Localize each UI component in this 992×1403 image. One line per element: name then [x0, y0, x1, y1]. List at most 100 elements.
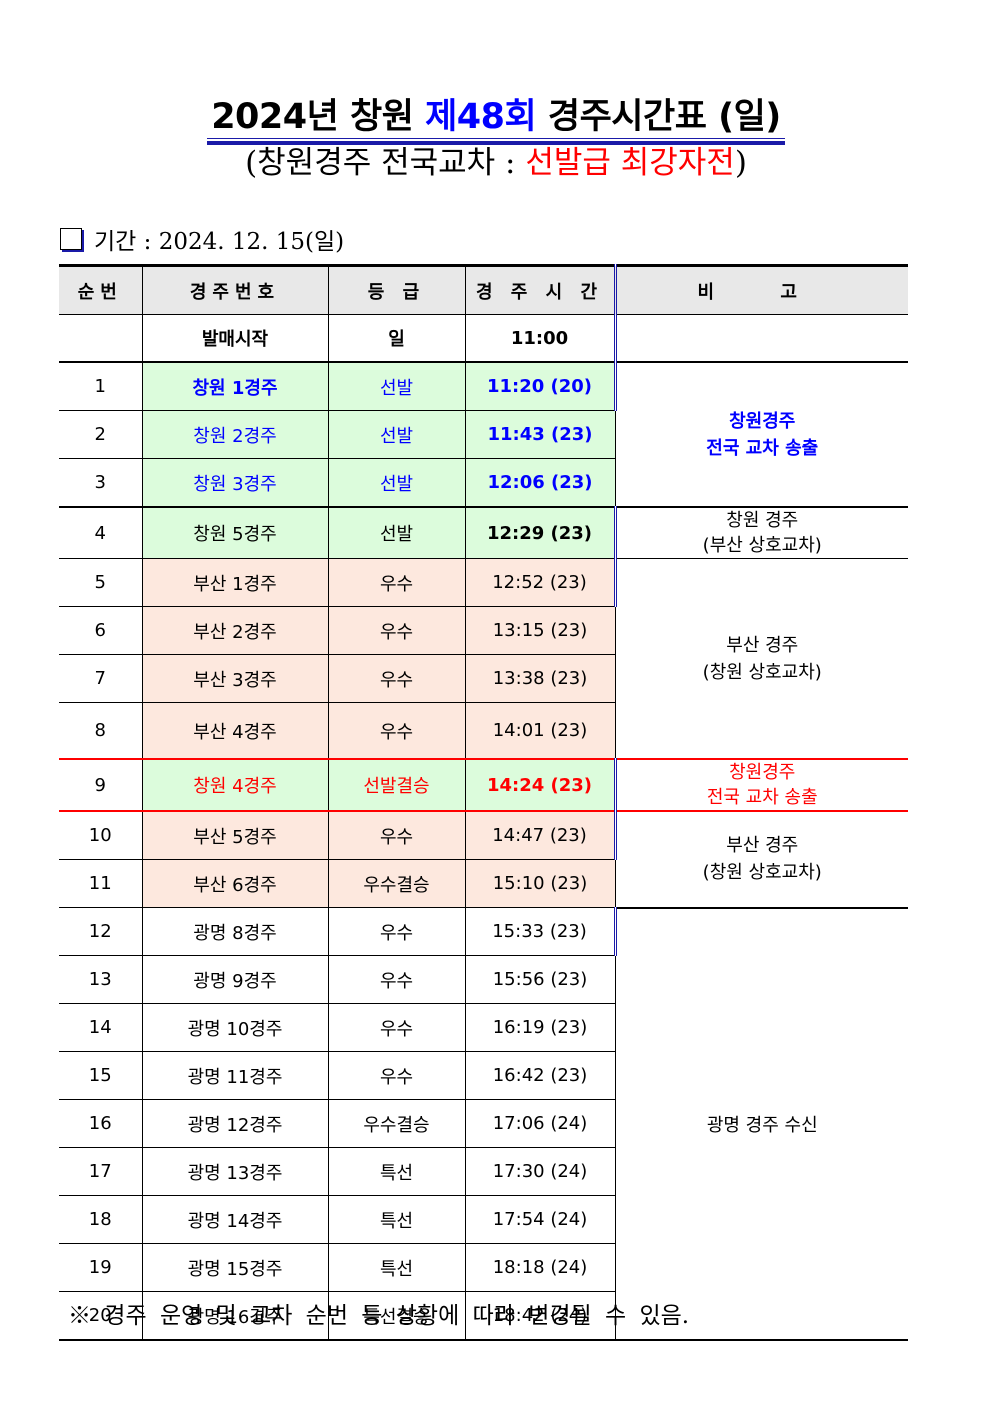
row-grade: 우수	[327, 606, 466, 655]
subtitle-part-1: (창원경주 전국교차 :	[245, 145, 526, 181]
row-no: 5	[59, 558, 143, 607]
row-race: 부산 4경주	[141, 702, 329, 760]
header-no: 순번	[59, 264, 143, 315]
row-time: 13:15 (23)	[464, 606, 615, 655]
row-grade: 선발	[327, 458, 466, 508]
row-race: 광명 13경주	[141, 1147, 329, 1196]
row-grade: 선발	[327, 362, 466, 411]
subtitle-part-3: )	[734, 145, 747, 181]
table-row: 4 창원 5경주 선발 12:29 (23) 창원 경주 (부산 상호교차)	[59, 506, 908, 559]
row-grade: 우수	[327, 1003, 466, 1052]
row-no: 6	[59, 606, 143, 655]
sale-start-row: 발매시작 일 11:00	[59, 314, 908, 363]
title-part-3: 경주시간표 (일)	[536, 97, 781, 137]
period-line: 기간 : 2024. 12. 15(일)	[60, 222, 344, 256]
row-race: 부산 1경주	[141, 558, 329, 607]
row-time: 12:06 (23)	[464, 458, 615, 508]
row-grade: 특선	[327, 1195, 466, 1244]
row-race: 창원 4경주	[141, 758, 329, 812]
row-no: 11	[59, 859, 143, 908]
row-time: 16:42 (23)	[464, 1051, 615, 1100]
row-time: 13:38 (23)	[464, 654, 615, 703]
table-row: 16 광명 12경주 우수결승 17:06 (24)	[59, 1099, 908, 1148]
row-no: 8	[59, 702, 143, 760]
row-time: 11:43 (23)	[464, 410, 615, 459]
sale-time: 11:00	[464, 314, 617, 363]
row-race: 창원 3경주	[141, 458, 329, 508]
row-race: 광명 11경주	[141, 1051, 329, 1100]
row-race: 광명 9경주	[141, 955, 329, 1004]
row-grade: 선발	[327, 506, 466, 559]
page-subtitle: (창원경주 전국교차 : 선발급 최강자전)	[0, 137, 992, 182]
row-grade: 우수	[327, 955, 466, 1004]
note-line: (창원 상호교차)	[702, 862, 822, 884]
row-time: 14:24 (23)	[464, 758, 617, 812]
row-time: 12:29 (23)	[464, 506, 617, 559]
row-no: 2	[59, 410, 143, 459]
table-row: 8 부산 4경주 우수 14:01 (23)	[59, 702, 908, 760]
note-line: 부산 경주	[726, 634, 799, 656]
row-grade: 우수	[327, 654, 466, 703]
row-time: 15:56 (23)	[464, 955, 615, 1004]
subtitle-highlight: 선발급 최강자전	[525, 145, 735, 181]
note-line: 창원경주	[729, 410, 796, 432]
row-no: 19	[59, 1243, 143, 1292]
row-no: 17	[59, 1147, 143, 1196]
table-row: 18 광명 14경주 특선 17:54 (24)	[59, 1195, 908, 1244]
table-row: 11 부산 6경주 우수결승 15:10 (23)	[59, 859, 908, 908]
table-row: 19 광명 15경주 특선 18:18 (24)	[59, 1243, 908, 1292]
row-race: 창원 1경주	[141, 362, 329, 411]
row-race: 광명 14경주	[141, 1195, 329, 1244]
row-race: 광명 16경주	[141, 1291, 329, 1341]
row-time: 17:30 (24)	[464, 1147, 615, 1196]
row-grade: 우수	[327, 811, 466, 860]
note-line: 전국 교차 송출	[706, 437, 819, 459]
row-no: 14	[59, 1003, 143, 1052]
table-row: 17 광명 13경주 특선 17:30 (24)	[59, 1147, 908, 1196]
row-no: 12	[59, 907, 143, 956]
row-no: 13	[59, 955, 143, 1004]
row-time: 18:42 (24)	[464, 1291, 615, 1341]
header-note: 비 고	[614, 264, 908, 315]
sale-no	[59, 314, 143, 363]
row-race: 광명 12경주	[141, 1099, 329, 1148]
row-no: 1	[59, 362, 143, 411]
row-time: 17:06 (24)	[464, 1099, 615, 1148]
title-part-1: 2024년 창원	[211, 97, 426, 137]
row-grade: 우수	[327, 1051, 466, 1100]
row-race: 부산 3경주	[141, 654, 329, 703]
header-grade: 등 급	[327, 264, 466, 315]
row-no: 18	[59, 1195, 143, 1244]
row-note: 창원경주 전국 교차 송출	[614, 758, 908, 812]
row-no: 16	[59, 1099, 143, 1148]
row-no: 10	[59, 811, 143, 860]
row-no: 15	[59, 1051, 143, 1100]
row-race: 부산 6경주	[141, 859, 329, 908]
sale-day: 일	[327, 314, 466, 363]
row-no: 3	[59, 458, 143, 508]
header-time: 경 주 시 간	[464, 264, 617, 315]
row-note: 부산 경주 (창원 상호교차)	[614, 558, 908, 760]
row-grade: 우수	[327, 558, 466, 607]
row-race: 광명 10경주	[141, 1003, 329, 1052]
row-no: 4	[59, 506, 143, 559]
row-note: 광명 경주 수신	[614, 907, 908, 1341]
row-race: 광명 15경주	[141, 1243, 329, 1292]
row-note: 부산 경주 (창원 상호교차)	[614, 811, 908, 909]
table-row: 7 부산 3경주 우수 13:38 (23)	[59, 654, 908, 703]
table-row: 10 부산 5경주 우수 14:47 (23) 부산 경주 (창원 상호교차)	[59, 811, 908, 909]
row-grade: 선발	[327, 410, 466, 459]
race-schedule-table: 순번 경주번호 등 급 경 주 시 간 비 고 발매시작 일 11:00 1 창…	[59, 264, 908, 1341]
table-row: 12 광명 8경주 우수 15:33 (23) 광명 경주 수신	[59, 907, 908, 1341]
table-row: 5 부산 1경주 우수 12:52 (23) 부산 경주 (창원 상호교차)	[59, 558, 908, 760]
row-grade: 특선	[327, 1147, 466, 1196]
row-grade: 우수	[327, 702, 466, 760]
table-row: 20 광명 16경주 특선결승 18:42 (24)	[59, 1291, 908, 1341]
row-race: 부산 5경주	[141, 811, 329, 860]
row-note: 창원경주 전국 교차 송출	[614, 362, 908, 508]
row-race: 광명 8경주	[141, 907, 329, 956]
row-grade: 우수	[327, 907, 466, 956]
table-row: 15 광명 11경주 우수 16:42 (23)	[59, 1051, 908, 1100]
row-grade: 우수결승	[327, 859, 466, 908]
row-time: 11:20 (20)	[464, 362, 617, 411]
